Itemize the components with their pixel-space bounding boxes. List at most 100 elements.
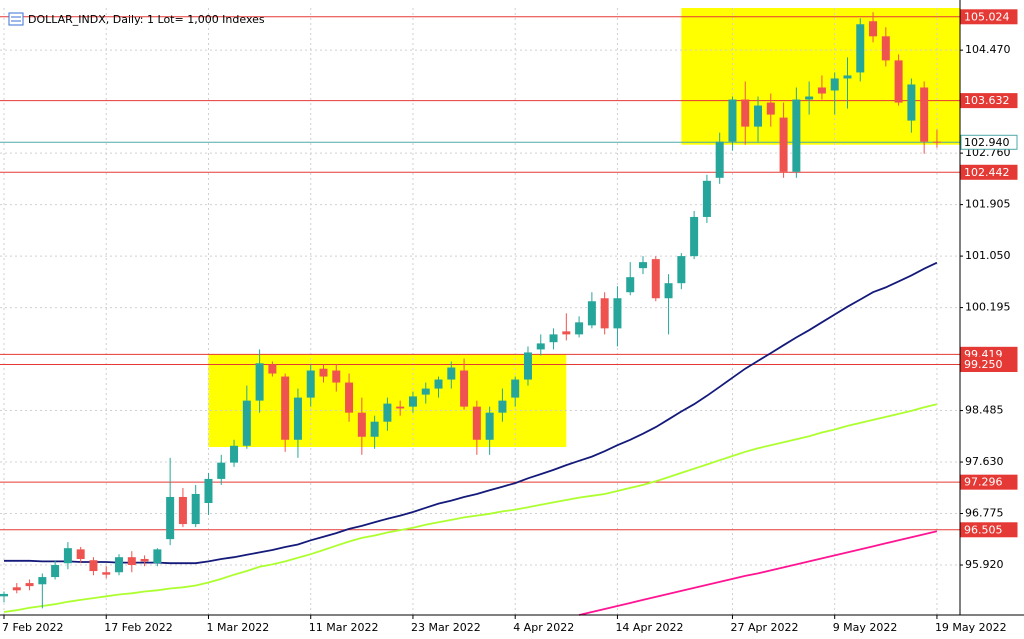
candle-body (677, 256, 686, 284)
candle-body (332, 370, 341, 383)
candle-body (293, 397, 302, 440)
candle-body (907, 84, 916, 121)
candle-body (754, 105, 763, 127)
candle-body (447, 367, 456, 380)
price-level-label: 99.250 (964, 358, 1003, 371)
y-tick-label: 95.920 (965, 558, 1004, 571)
candle-body (485, 412, 494, 440)
price-level-tag (960, 356, 1018, 372)
x-tick-label: 23 Mar 2022 (411, 621, 481, 634)
candle-body (396, 406, 405, 409)
candle-body (613, 298, 622, 329)
candle-body (894, 60, 903, 103)
price-level-label: 97.296 (964, 476, 1003, 489)
price-level-tag (960, 9, 1018, 25)
candle-body (127, 557, 136, 566)
candle-body (536, 343, 545, 350)
candle-body (817, 87, 826, 94)
price-level-label: 96.505 (964, 523, 1003, 536)
x-tick-label: 4 Apr 2022 (513, 621, 574, 634)
candle-body (76, 549, 85, 559)
candle-body (664, 283, 673, 299)
candle-body (511, 379, 520, 398)
candle-body (702, 180, 711, 217)
candle-body (140, 558, 149, 562)
candle-body (856, 24, 865, 73)
chart-title: DOLLAR_INDX, Daily: 1 Lot= 1,000 Indexes (28, 13, 265, 26)
candle-body (319, 368, 328, 377)
x-tick-label: 9 May 2022 (833, 621, 898, 634)
candle-body (230, 445, 239, 463)
candle-body (830, 78, 839, 91)
candle-body (102, 572, 111, 575)
moving-average (578, 530, 938, 616)
x-tick-label: 14 Apr 2022 (615, 621, 683, 634)
candle-body (523, 352, 532, 380)
candle-body (498, 400, 507, 413)
highlight-zone (681, 8, 960, 145)
candle-body (626, 277, 635, 293)
candle-body (421, 388, 430, 395)
x-tick-label: 1 Mar 2022 (206, 621, 269, 634)
candle-body (408, 396, 417, 407)
price-level-label: 102.442 (964, 166, 1010, 179)
candle-body (434, 379, 443, 389)
y-tick-label: 101.905 (965, 198, 1011, 211)
y-tick-label: 104.470 (965, 43, 1011, 56)
candle-body (651, 259, 660, 299)
plot-layer (0, 8, 960, 616)
candle-body (600, 298, 609, 329)
candle-body (460, 370, 469, 407)
candle-body (472, 406, 481, 440)
x-tick-label: 11 Mar 2022 (309, 621, 379, 634)
y-tick-label: 101.050 (965, 249, 1011, 262)
candle-body (51, 565, 60, 578)
candle-body (766, 102, 775, 115)
candle-body (345, 382, 354, 413)
candle-body (166, 496, 175, 540)
candle-body (191, 493, 200, 525)
y-tick-label: 97.630 (965, 455, 1004, 468)
x-tick-label: 17 Feb 2022 (104, 621, 172, 634)
candle-body (63, 548, 72, 564)
candle-body (549, 334, 558, 343)
candle-body (690, 216, 699, 257)
candle-body (728, 99, 737, 142)
candle-body (370, 421, 379, 437)
candle-body (843, 75, 852, 79)
candle-body (242, 400, 251, 446)
candle-body (115, 557, 124, 573)
candle-body (869, 21, 878, 37)
candle-body (89, 560, 98, 572)
candle-body (639, 262, 647, 269)
y-tick-label: 100.195 (965, 301, 1011, 314)
price-level-tag (960, 522, 1018, 538)
candle-body (805, 96, 814, 100)
price-level-label: 103.632 (964, 94, 1010, 107)
candle-body (792, 99, 801, 172)
price-level-label: 102.940 (964, 136, 1010, 149)
moving-average (3, 403, 938, 613)
candle-body (268, 364, 277, 374)
candle-body (779, 117, 788, 172)
candle-body (217, 462, 226, 479)
candle-body (0, 593, 8, 597)
candle-body (38, 577, 47, 585)
candle-body (383, 403, 392, 422)
candle-body (881, 36, 890, 61)
candle-body (715, 141, 724, 178)
candle-body (178, 496, 187, 525)
y-tick-label: 96.775 (965, 507, 1004, 520)
candle-body (25, 583, 34, 587)
price-level-tag (960, 93, 1018, 109)
y-tick-label: 98.485 (965, 404, 1004, 417)
candle-body (204, 478, 213, 503)
candle-body (12, 587, 21, 591)
candle-body (281, 376, 290, 440)
candle-body (562, 331, 571, 335)
candle-body (306, 370, 315, 398)
candle-body (255, 363, 264, 401)
candle-body (932, 141, 941, 143)
candle-body (587, 301, 596, 326)
